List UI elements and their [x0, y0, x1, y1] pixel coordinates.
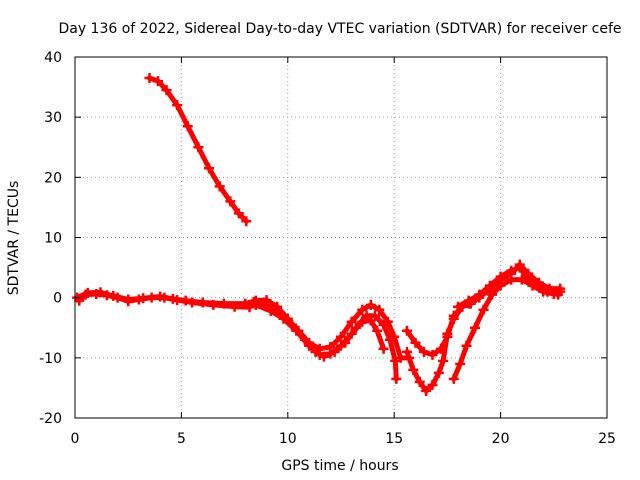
data-point: [478, 304, 489, 315]
data-point: [453, 301, 464, 312]
data-point: [346, 328, 357, 339]
data-point: [123, 294, 134, 305]
data-point: [442, 328, 453, 339]
data-point: [401, 325, 412, 336]
data-point: [506, 274, 517, 285]
data-point: [455, 358, 466, 369]
chart-title: Day 136 of 2022, Sidereal Day-to-day VTE…: [58, 21, 621, 37]
data-point: [410, 337, 421, 348]
data-point: [138, 293, 149, 304]
data-point: [155, 291, 166, 302]
data-point: [95, 287, 106, 298]
data-point: [495, 271, 506, 282]
data-point: [448, 373, 459, 384]
data-point: [180, 295, 191, 306]
data-point: [495, 280, 506, 291]
data-point: [391, 373, 402, 384]
data-point: [304, 340, 315, 351]
data-point: [521, 271, 532, 282]
data-point: [225, 196, 236, 207]
data-point: [427, 379, 438, 390]
data-point: [470, 322, 481, 333]
y-tick-label: 40: [44, 50, 62, 66]
data-point: [365, 299, 376, 310]
data-point: [357, 316, 368, 327]
data-point: [487, 289, 498, 300]
axis-ticks: 0 5 10 15 20 25 -20 -10 0 10 20 30 40: [39, 50, 616, 447]
grid-lines: [75, 57, 607, 418]
data-point: [484, 280, 495, 291]
data-point: [553, 289, 564, 300]
y-tick-label: 20: [44, 170, 62, 186]
data-point: [514, 262, 525, 273]
data-point: [172, 100, 183, 111]
x-axis-title: GPS time / hours: [281, 458, 398, 474]
data-point: [378, 343, 389, 354]
x-tick-label: 0: [71, 431, 80, 447]
data-point: [336, 340, 346, 351]
data-point: [250, 299, 261, 310]
data-point: [427, 349, 438, 360]
data-point: [336, 331, 346, 342]
data-point: [506, 265, 517, 276]
x-tick-label: 15: [385, 431, 403, 447]
data-point: [193, 142, 204, 153]
data-point: [418, 346, 429, 357]
data-point: [365, 315, 376, 326]
data-point: [167, 293, 178, 304]
data-point: [384, 334, 395, 345]
data-point: [448, 313, 459, 324]
data-point: [161, 85, 172, 96]
data-point: [204, 163, 215, 174]
data-point: [408, 364, 419, 375]
data-point: [372, 325, 383, 336]
data-point: [197, 297, 208, 308]
data-point: [438, 355, 449, 366]
data-point: [374, 304, 385, 315]
data-point: [240, 298, 251, 309]
y-tick-label: 10: [44, 231, 62, 247]
x-tick-label: 25: [598, 431, 616, 447]
data-point: [218, 298, 229, 309]
data-point: [401, 346, 412, 357]
data-point: [357, 304, 368, 315]
data-point: [233, 208, 244, 219]
data-point: [542, 286, 553, 297]
y-axis-title: SDTVAR / TECUs: [6, 181, 22, 296]
y-tick-label: -20: [39, 411, 62, 427]
data-point: [144, 73, 155, 84]
data-point: [531, 280, 542, 291]
x-tick-label: 10: [279, 431, 297, 447]
data-point: [278, 313, 289, 324]
data-point: [390, 355, 401, 366]
data-point: [461, 340, 472, 351]
data-point: [463, 295, 474, 306]
data-point: [314, 349, 325, 360]
data-point: [378, 319, 389, 330]
x-tick-label: 20: [492, 431, 510, 447]
data-point: [214, 181, 225, 192]
data-point: [325, 348, 336, 359]
data-point: [182, 121, 193, 132]
data-point: [152, 76, 163, 87]
data-point: [108, 290, 119, 301]
data-point: [474, 289, 485, 300]
y-tick-label: 30: [44, 110, 62, 126]
data-point: [414, 376, 425, 387]
data-point: [421, 385, 432, 396]
y-tick-label: -10: [39, 351, 62, 367]
x-tick-label: 5: [177, 431, 186, 447]
data-series: [72, 73, 566, 396]
y-tick-label: 0: [53, 291, 62, 307]
data-point: [291, 325, 302, 336]
data-point: [395, 352, 406, 363]
data-point: [241, 216, 252, 227]
data-point: [82, 287, 93, 298]
data-point: [346, 316, 357, 327]
data-point: [265, 305, 276, 316]
data-point: [433, 367, 444, 378]
